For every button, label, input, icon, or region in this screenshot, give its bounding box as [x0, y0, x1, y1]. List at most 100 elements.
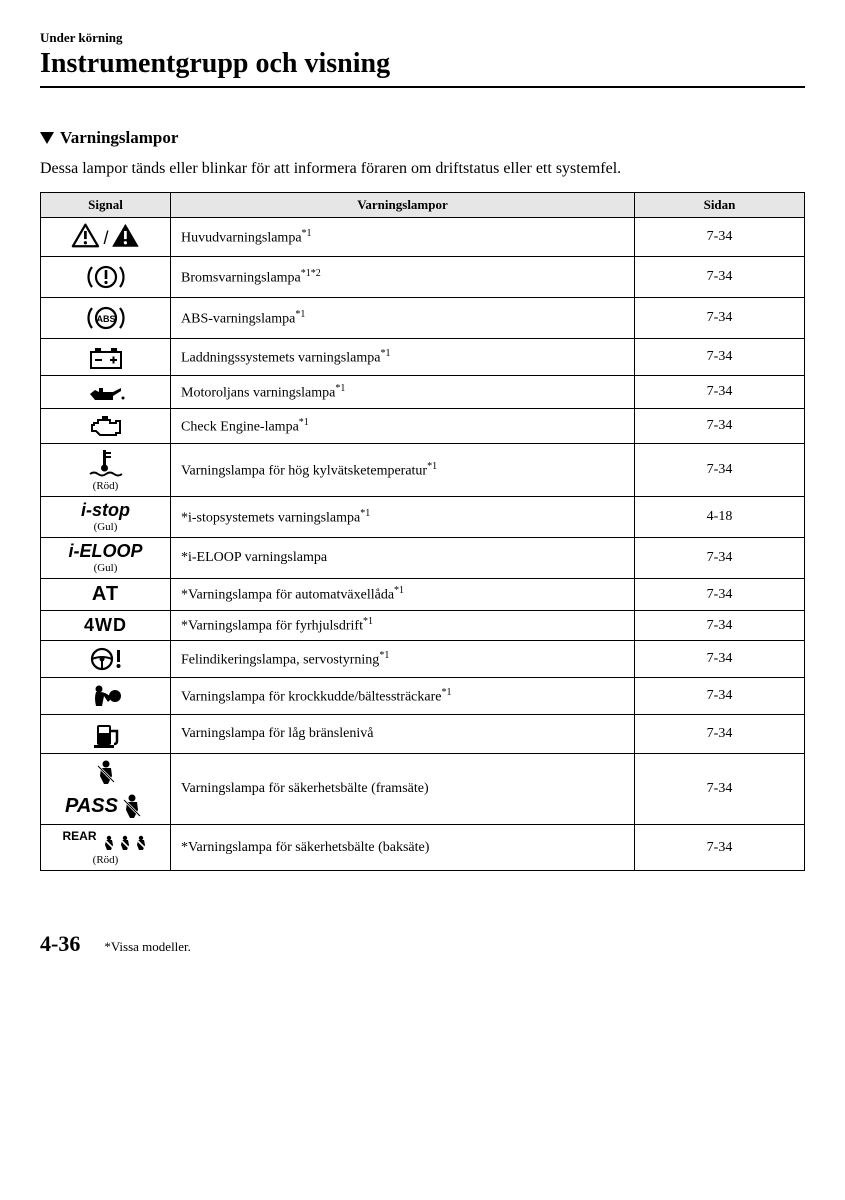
footnote: *Vissa modeller.	[104, 939, 191, 955]
subsection-heading-text: Varningslampor	[60, 128, 178, 147]
desc-cell: ABS-varningslampa*1	[171, 298, 635, 339]
page-cell: 7-34	[635, 409, 805, 444]
page-cell: 7-34	[635, 218, 805, 257]
signal-cell	[41, 409, 171, 444]
subsection-intro: Dessa lampor tänds eller blinkar för att…	[40, 160, 805, 178]
brake-warning-icon	[86, 261, 126, 293]
signal-cell	[41, 339, 171, 376]
signal-cell: i-ELOOP (Gul)	[41, 538, 171, 579]
desc-text: *Varningslampa för säkerhetsbälte (baksä…	[181, 840, 429, 855]
signal-cell	[41, 376, 171, 409]
table-row: (Röd)Varningslampa för hög kylvätsketemp…	[41, 444, 805, 497]
table-row: REAR(Röd)*Varningslampa för säkerhetsbäl…	[41, 825, 805, 871]
abs-warning-icon	[86, 302, 126, 334]
desc-text: Motoroljans varningslampa	[181, 385, 335, 400]
signal-cell: /	[41, 218, 171, 257]
page-cell: 7-34	[635, 611, 805, 641]
coolant-temp-icon	[86, 448, 126, 478]
table-row: i-stop(Gul)*i-stopsystemets varningslamp…	[41, 497, 805, 538]
svg-text:/: /	[103, 228, 108, 248]
page-title: Instrumentgrupp och visning	[40, 48, 805, 80]
warning-lights-table: Signal Varningslampor Sidan /Huvudvarnin…	[40, 192, 805, 871]
signal-cell: PASS	[41, 754, 171, 825]
desc-cell: Felindikeringslampa, servostyrning*1	[171, 641, 635, 678]
page-number: 4-36	[40, 931, 80, 957]
istop-icon: i-stop	[43, 501, 168, 519]
desc-superscript: *1	[360, 508, 370, 519]
table-row: /Huvudvarningslampa*17-34	[41, 218, 805, 257]
page-cell: 7-34	[635, 376, 805, 409]
desc-superscript: *1	[427, 461, 437, 472]
page-cell: 7-34	[635, 538, 805, 579]
desc-text: Check Engine-lampa	[181, 419, 299, 434]
page-cell: 7-34	[635, 754, 805, 825]
desc-cell: Bromsvarningslampa*1*2	[171, 257, 635, 298]
subsection-heading: Varningslampor	[40, 128, 805, 148]
check-engine-icon	[86, 413, 126, 439]
desc-cell: *Varningslampa för automatväxellåda*1	[171, 579, 635, 611]
desc-cell: Varningslampa för säkerhetsbälte (framsä…	[171, 754, 635, 825]
page-cell: 7-34	[635, 444, 805, 497]
page-cell: 7-34	[635, 715, 805, 754]
seatbelt-rear-icon: REAR	[43, 829, 168, 852]
oil-warning-icon	[85, 380, 127, 404]
table-row: Varningslampa för låg bränslenivå 7-34	[41, 715, 805, 754]
ieloop-icon: i-ELOOP	[43, 542, 168, 560]
desc-superscript: *1	[441, 687, 451, 698]
table-row: Motoroljans varningslampa*17-34	[41, 376, 805, 409]
desc-text: *Varningslampa för fyrhjulsdrift	[181, 619, 363, 634]
desc-text: *i-ELOOP varningslampa	[181, 550, 327, 565]
table-row: Laddningssystemets varningslampa*17-34	[41, 339, 805, 376]
signal-cell: i-stop(Gul)	[41, 497, 171, 538]
desc-cell: Laddningssystemets varningslampa*1	[171, 339, 635, 376]
desc-text: *i-stopsystemets varningslampa	[181, 510, 360, 525]
page-cell: 4-18	[635, 497, 805, 538]
desc-superscript: *1	[379, 650, 389, 661]
desc-cell: Varningslampa för hög kylvätsketemperatu…	[171, 444, 635, 497]
down-triangle-icon	[40, 132, 54, 144]
manual-page: Under körning Instrumentgrupp och visnin…	[0, 0, 845, 997]
desc-superscript: *1	[299, 417, 309, 428]
signal-cell	[41, 257, 171, 298]
table-row: AT*Varningslampa för automatväxellåda*17…	[41, 579, 805, 611]
desc-cell: *i-ELOOP varningslampa	[171, 538, 635, 579]
table-row: Varningslampa för krockkudde/bältessträc…	[41, 678, 805, 715]
desc-text: ABS-varningslampa	[181, 311, 295, 326]
desc-superscript: *1	[363, 616, 373, 627]
desc-cell: Check Engine-lampa*1	[171, 409, 635, 444]
page-cell: 7-34	[635, 579, 805, 611]
signal-cell	[41, 678, 171, 715]
desc-text: Laddningssystemets varningslampa	[181, 350, 380, 365]
signal-cell: 4WD	[41, 611, 171, 641]
battery-warning-icon	[86, 343, 126, 371]
desc-cell: Varningslampa för låg bränslenivå	[171, 715, 635, 754]
low-fuel-icon	[89, 719, 123, 749]
signal-cell: AT	[41, 579, 171, 611]
desc-cell: *i-stopsystemets varningslampa*1	[171, 497, 635, 538]
desc-cell: *Varningslampa för fyrhjulsdrift*1	[171, 611, 635, 641]
airbag-icon	[88, 682, 124, 710]
table-row: Felindikeringslampa, servostyrning*17-34	[41, 641, 805, 678]
desc-text: Varningslampa för låg bränslenivå	[181, 726, 373, 741]
desc-superscript: *1	[302, 228, 312, 239]
page-cell: 7-34	[635, 825, 805, 871]
page-cell: 7-34	[635, 298, 805, 339]
desc-superscript: *1*2	[301, 268, 321, 279]
desc-cell: Motoroljans varningslampa*1	[171, 376, 635, 409]
table-header-row: Signal Varningslampor Sidan	[41, 193, 805, 218]
power-steering-icon	[87, 645, 125, 673]
col-header-page: Sidan	[635, 193, 805, 218]
table-row: Bromsvarningslampa*1*27-34	[41, 257, 805, 298]
desc-text: *Varningslampa för automatväxellåda	[181, 588, 394, 603]
section-label: Under körning	[40, 30, 805, 46]
page-footer: 4-36 *Vissa modeller.	[40, 931, 805, 957]
page-cell: 7-34	[635, 641, 805, 678]
title-rule	[40, 86, 805, 88]
col-header-desc: Varningslampor	[171, 193, 635, 218]
desc-text: Bromsvarningslampa	[181, 270, 301, 285]
col-header-signal: Signal	[41, 193, 171, 218]
page-cell: 7-34	[635, 257, 805, 298]
signal-color-note: (Gul)	[43, 562, 168, 574]
desc-superscript: *1	[335, 383, 345, 394]
master-warning-icon: /	[69, 222, 143, 252]
